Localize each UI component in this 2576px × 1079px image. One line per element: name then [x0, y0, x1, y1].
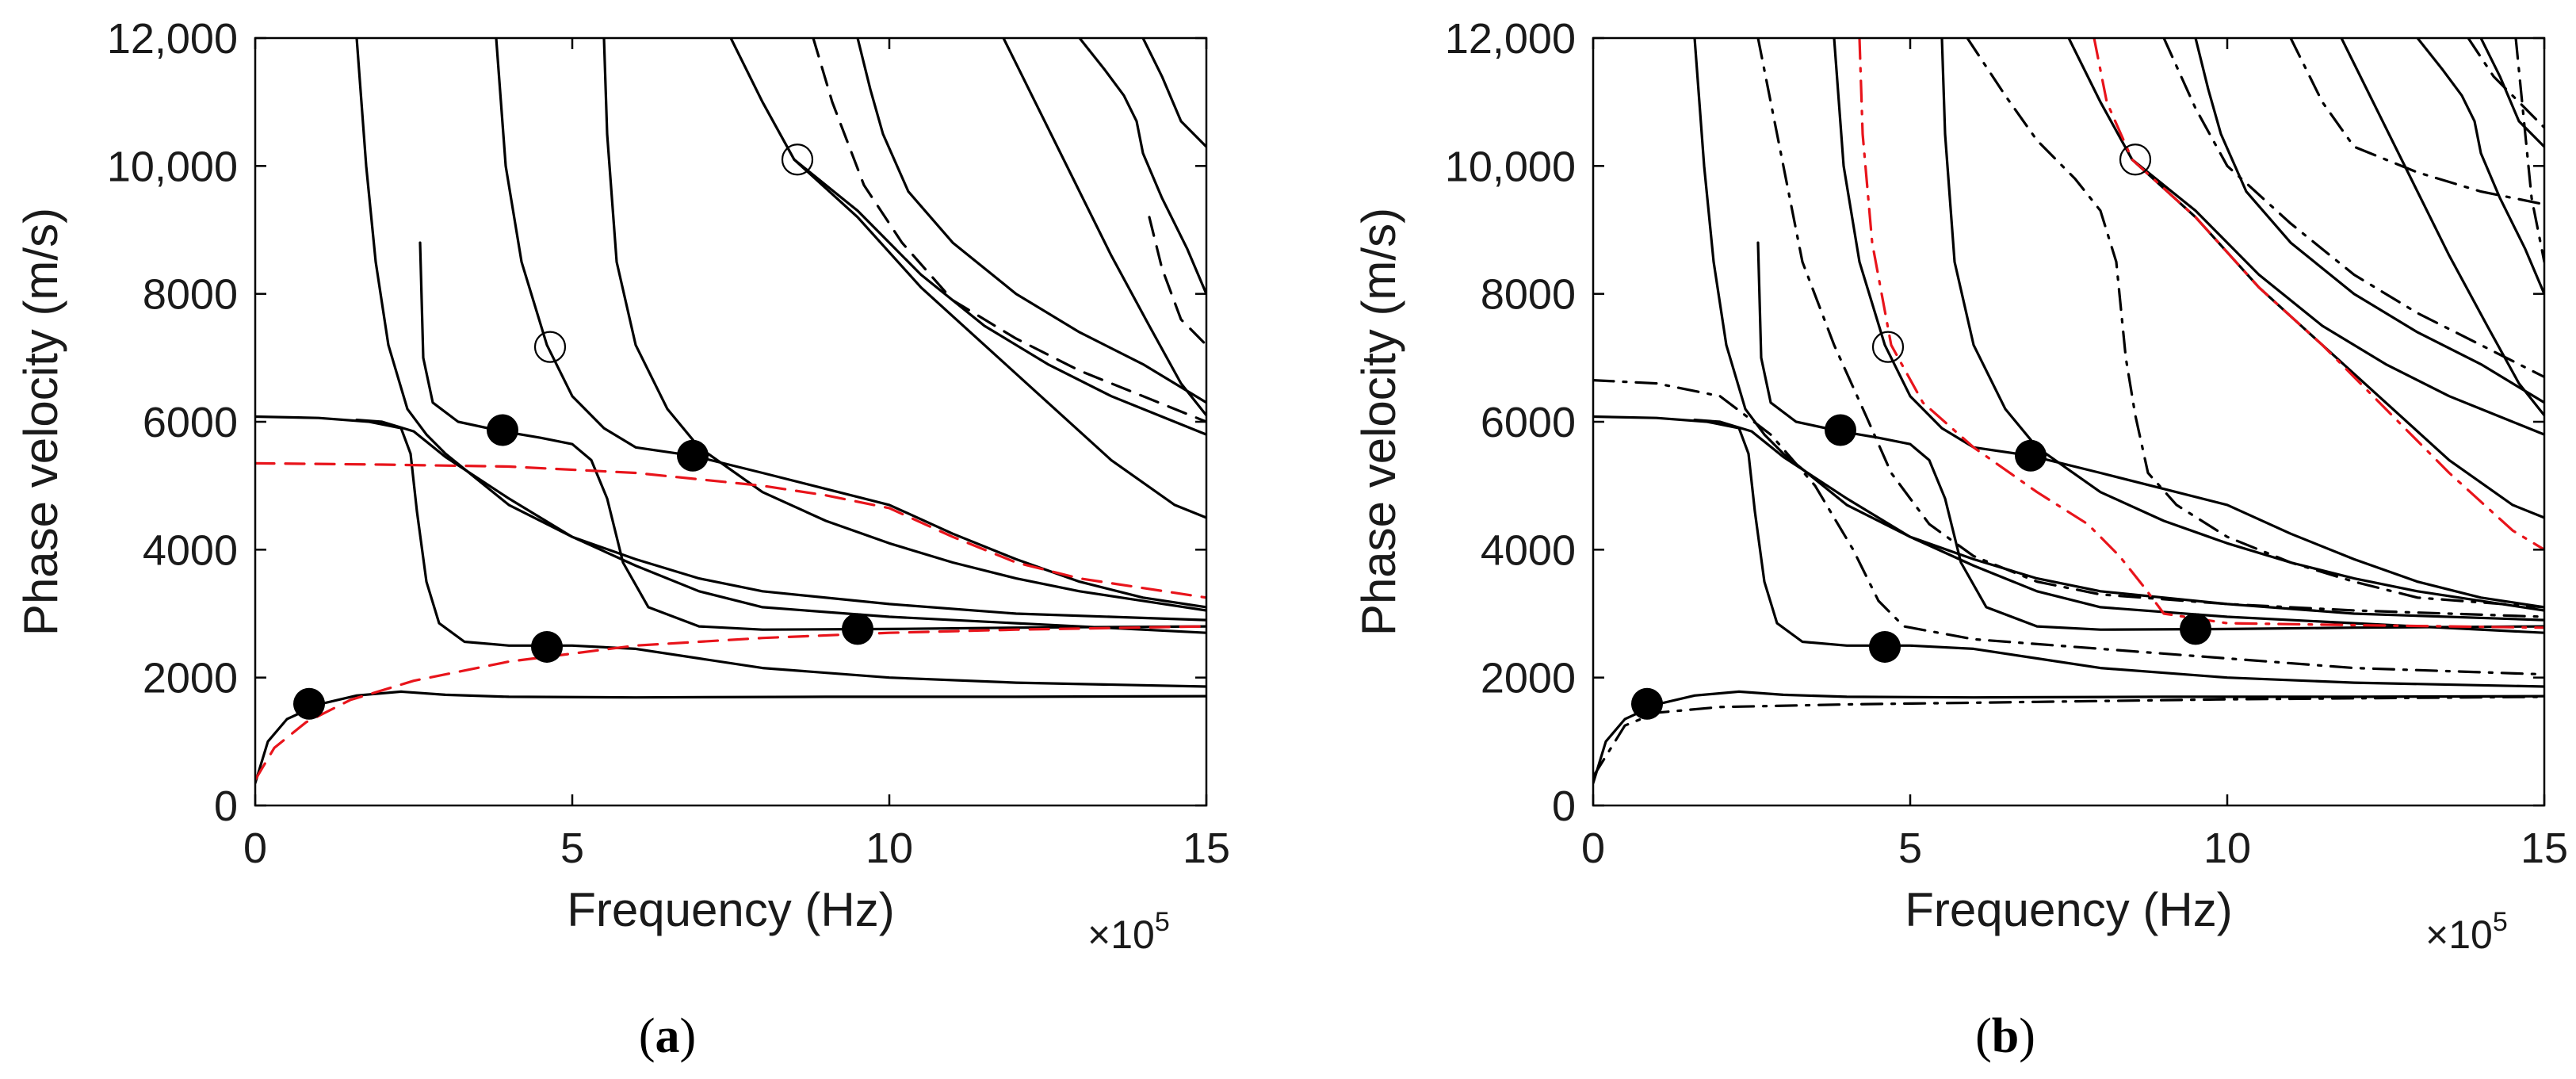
panel-b-dashdot-2-line: [1593, 695, 2544, 779]
panel-b-dashdot-6-line: [2289, 38, 2544, 206]
panel-b-markers: [1631, 143, 2211, 720]
panel-a-ticks: 0 5 10 15 0 2000 4000 6000 8000 10,000 12,000: [107, 15, 1230, 872]
panel-a-dashed-1-line: [812, 38, 1206, 423]
panel-b-filled-marker-2: [1825, 414, 1856, 446]
panel-a-caption: (a): [639, 1009, 696, 1063]
panel-a-mode-5-line: [355, 38, 1206, 622]
panel-a-mode-11-line: [1002, 38, 1206, 417]
panel-b-x-multiplier: ×105: [2425, 907, 2508, 957]
panel-a-mode-3-line: [419, 241, 1206, 631]
panel-b: 0 5 10 15 0 2000 4000 6000 8000 10,000 12,000 Freq…: [1352, 15, 2568, 1063]
panel-a-mode-1-line: [255, 690, 1206, 785]
panel-a-dashed-2-line: [1148, 216, 1206, 346]
panel-a-filled-marker-1: [293, 687, 325, 720]
panel-b-x-axis-label: Frequency (Hz): [1905, 883, 2232, 936]
panel-b-red-dashdot-2-line: [2093, 38, 2544, 551]
panel-b-y-tick-label: 4000: [1481, 526, 1576, 574]
panel-a-mode-2-line: [255, 415, 1206, 688]
panel-a-x-tick-label: 5: [560, 825, 584, 872]
panel-b-mode-1-line: [1593, 690, 2544, 785]
panel-a-y-tick-label: 4000: [143, 526, 238, 574]
panel-b-y-tick-label: 6000: [1481, 399, 1576, 446]
panel-a-y-tick-label: 2000: [143, 655, 238, 702]
panel-a-y-tick-label: 10,000: [107, 143, 238, 190]
panel-b-y-tick-label: 8000: [1481, 271, 1576, 319]
panel-a-red-dashed-1-line: [255, 461, 1206, 599]
panel-a-mode-7-line: [602, 38, 1206, 612]
panel-a-open-marker-7: [781, 143, 814, 176]
panel-b-caption: (b): [1975, 1009, 2035, 1063]
panel-a-filled-marker-5: [842, 613, 873, 645]
panel-a-mode-9-line: [856, 38, 1206, 404]
panel-b-open-marker-6: [1871, 331, 1905, 363]
panel-a-mode-10-line: [793, 158, 1206, 436]
panel-b-mode-10-line: [2131, 158, 2544, 436]
panel-a-y-tick-label: 0: [214, 782, 238, 830]
panel-b-filled-marker-4: [2015, 439, 2047, 472]
panel-a: 0 5 10 15 0 2000 4000 6000 8000 10,000 12,000 Freq…: [14, 15, 1230, 1063]
panel-b-filled-marker-1: [1631, 687, 1663, 720]
panel-b-mode-7-line: [1940, 38, 2544, 612]
panel-b-dashdot-3-line: [1756, 38, 2544, 618]
panel-b-dashdot-8-line: [2514, 38, 2544, 263]
panel-b-x-tick-label: 5: [1898, 825, 1922, 872]
panel-b-x-tick-label: 10: [2203, 825, 2251, 872]
panel-b-mode-4-line: [1693, 418, 2544, 634]
panel-a-y-tick-label: 12,000: [107, 15, 238, 63]
panel-a-x-tick-label: 0: [243, 825, 267, 872]
panel-b-mode-5-line: [1693, 38, 2544, 622]
panel-b-y-tick-label: 12,000: [1445, 15, 1576, 63]
panel-b-red-dashdot-line: [1858, 38, 2544, 629]
panel-a-curves: [255, 38, 1206, 785]
panel-a-y-tick-label: 8000: [143, 271, 238, 319]
panel-a-x-tick-label: 15: [1183, 825, 1230, 872]
panel-b-dashdot-7-line: [2467, 38, 2544, 129]
panel-b-open-marker-7: [2119, 143, 2152, 176]
panel-b-y-tick-label: 0: [1552, 782, 1576, 830]
panel-a-x-tick-label: 10: [866, 825, 913, 872]
panel-b-ticks: 0 5 10 15 0 2000 4000 6000 8000 10,000 12,000: [1445, 15, 2568, 872]
panel-b-curves: [1593, 38, 2544, 785]
panel-b-mode-2-line: [1593, 415, 2544, 688]
panel-b-mode-9-line: [2194, 38, 2544, 404]
panel-b-mode-12-line: [2416, 38, 2544, 296]
panel-b-mode-6-line: [1833, 38, 2544, 609]
panel-a-filled-marker-3: [531, 630, 563, 663]
panel-a-y-tick-label: 6000: [143, 399, 238, 446]
panel-a-red-dashed-2-line: [255, 625, 1206, 782]
panel-b-dashdot-5-line: [2162, 38, 2544, 379]
panel-a-markers: [293, 143, 873, 720]
panel-a-x-multiplier: ×105: [1087, 907, 1170, 957]
panel-b-dashdot-4-line: [1966, 38, 2544, 609]
panel-b-y-axis-label: Phase velocity (m/s): [1352, 208, 1405, 636]
panel-a-filled-marker-4: [677, 439, 709, 472]
panel-a-filled-marker-2: [487, 414, 518, 446]
panel-a-mode-12-line: [1078, 38, 1206, 296]
panel-b-mode-3-line: [1756, 241, 2544, 631]
panel-b-filled-marker-5: [2180, 613, 2211, 645]
panel-b-y-tick-label: 2000: [1481, 655, 1576, 702]
panel-a-open-marker-6: [533, 331, 567, 363]
panel-b-mode-11-line: [2340, 38, 2544, 417]
panel-a-mode-8-line: [729, 38, 1206, 519]
panel-a-y-axis-label: Phase velocity (m/s): [14, 208, 67, 636]
panel-a-mode-6-line: [495, 38, 1206, 609]
panel-a-mode-13-line: [1141, 38, 1206, 148]
panel-b-filled-marker-3: [1869, 630, 1901, 663]
panel-b-dashdot-1-line: [1593, 379, 2544, 676]
panel-b-y-tick-label: 10,000: [1445, 143, 1576, 190]
panel-b-x-tick-label: 15: [2521, 825, 2568, 872]
panel-b-x-tick-label: 0: [1581, 825, 1605, 872]
panel-b-mode-13-line: [2479, 38, 2544, 148]
panel-a-mode-4-line: [355, 418, 1206, 634]
panel-a-x-axis-label: Frequency (Hz): [567, 883, 894, 936]
